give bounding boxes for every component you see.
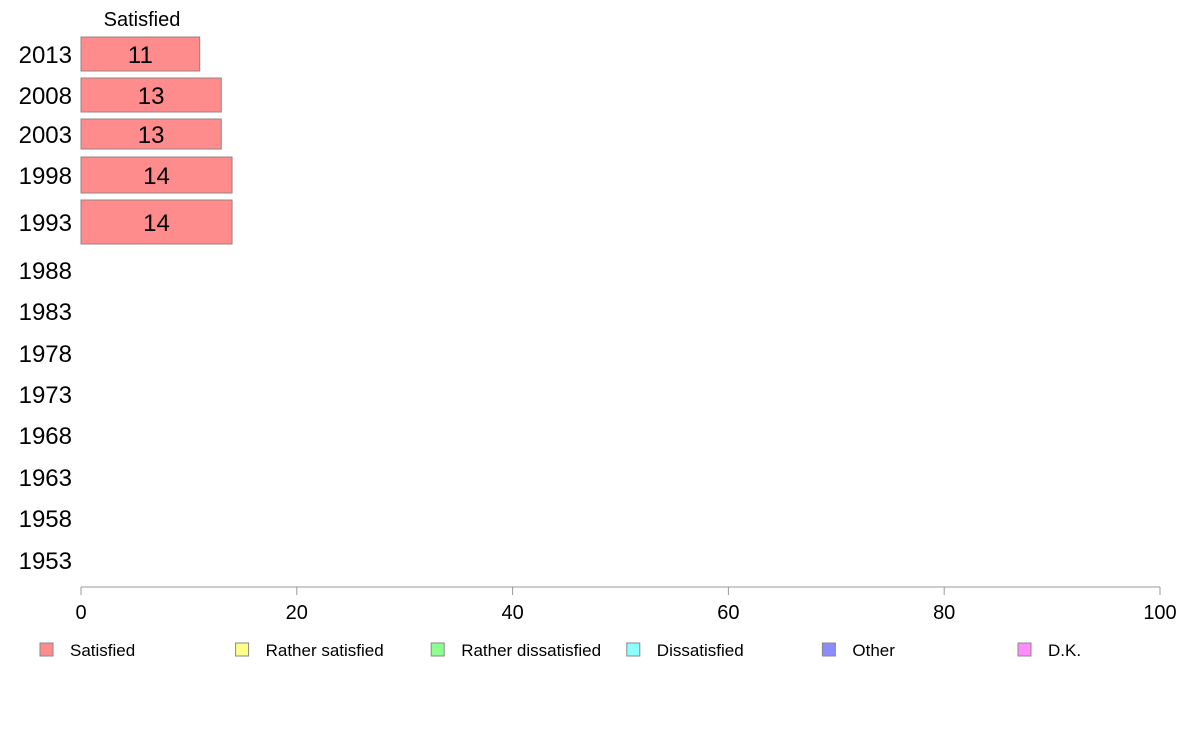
legend-swatch	[1017, 642, 1032, 657]
bar	[80, 199, 233, 245]
series-header-label: Satisfied	[104, 9, 181, 31]
year-label: 1963	[19, 465, 72, 492]
bar-value-label: 13	[138, 83, 165, 110]
legend-label: Rather dissatisfied	[461, 641, 601, 660]
year-label: 1953	[19, 548, 72, 575]
year-label: 1973	[19, 382, 72, 409]
year-label: 1993	[19, 210, 72, 237]
year-label: 1998	[19, 163, 72, 190]
bar	[80, 118, 222, 150]
legend-label: Satisfied	[70, 641, 135, 660]
legend-label: Rather satisfied	[266, 641, 384, 660]
bar-value-label: 14	[143, 210, 170, 237]
year-label-group: 2013 2008 2003 1998 1993 1988 1983 1978 1973 1968…	[19, 42, 72, 575]
x-tick-label: 40	[501, 602, 523, 624]
legend-swatch	[39, 642, 54, 657]
bar	[80, 156, 233, 194]
x-tick-label: 100	[1143, 602, 1176, 624]
legend-label: Other	[852, 641, 895, 660]
bar-value-label: 11	[128, 42, 153, 69]
year-label: 2003	[19, 122, 72, 149]
x-tick-label: 80	[933, 602, 955, 624]
year-label: 1958	[19, 506, 72, 533]
year-label: 1983	[19, 299, 72, 326]
bar-value-label: 14	[143, 163, 170, 190]
legend-label: Dissatisfied	[657, 641, 744, 660]
x-axis: 0 20 40 60 80 100	[75, 586, 1177, 624]
x-tick-label: 0	[75, 602, 86, 624]
bar-value-label: 13	[138, 122, 165, 149]
legend: Satisfied Rather satisfied Rather dissatis…	[39, 641, 1081, 660]
year-label: 2013	[19, 42, 72, 69]
legend-swatch	[430, 642, 445, 657]
legend-label: D.K.	[1048, 641, 1081, 660]
year-label: 1978	[19, 341, 72, 368]
bar	[80, 77, 222, 113]
x-tick-label: 60	[717, 602, 739, 624]
x-tick-label: 20	[286, 602, 308, 624]
year-label: 2008	[19, 83, 72, 110]
legend-swatch	[235, 642, 250, 657]
legend-swatch	[626, 642, 641, 657]
bar	[80, 36, 201, 72]
bar-group: 11 13 13 14 14	[80, 36, 233, 245]
year-label: 1968	[19, 423, 72, 450]
legend-swatch	[821, 642, 836, 657]
year-label: 1988	[19, 258, 72, 285]
